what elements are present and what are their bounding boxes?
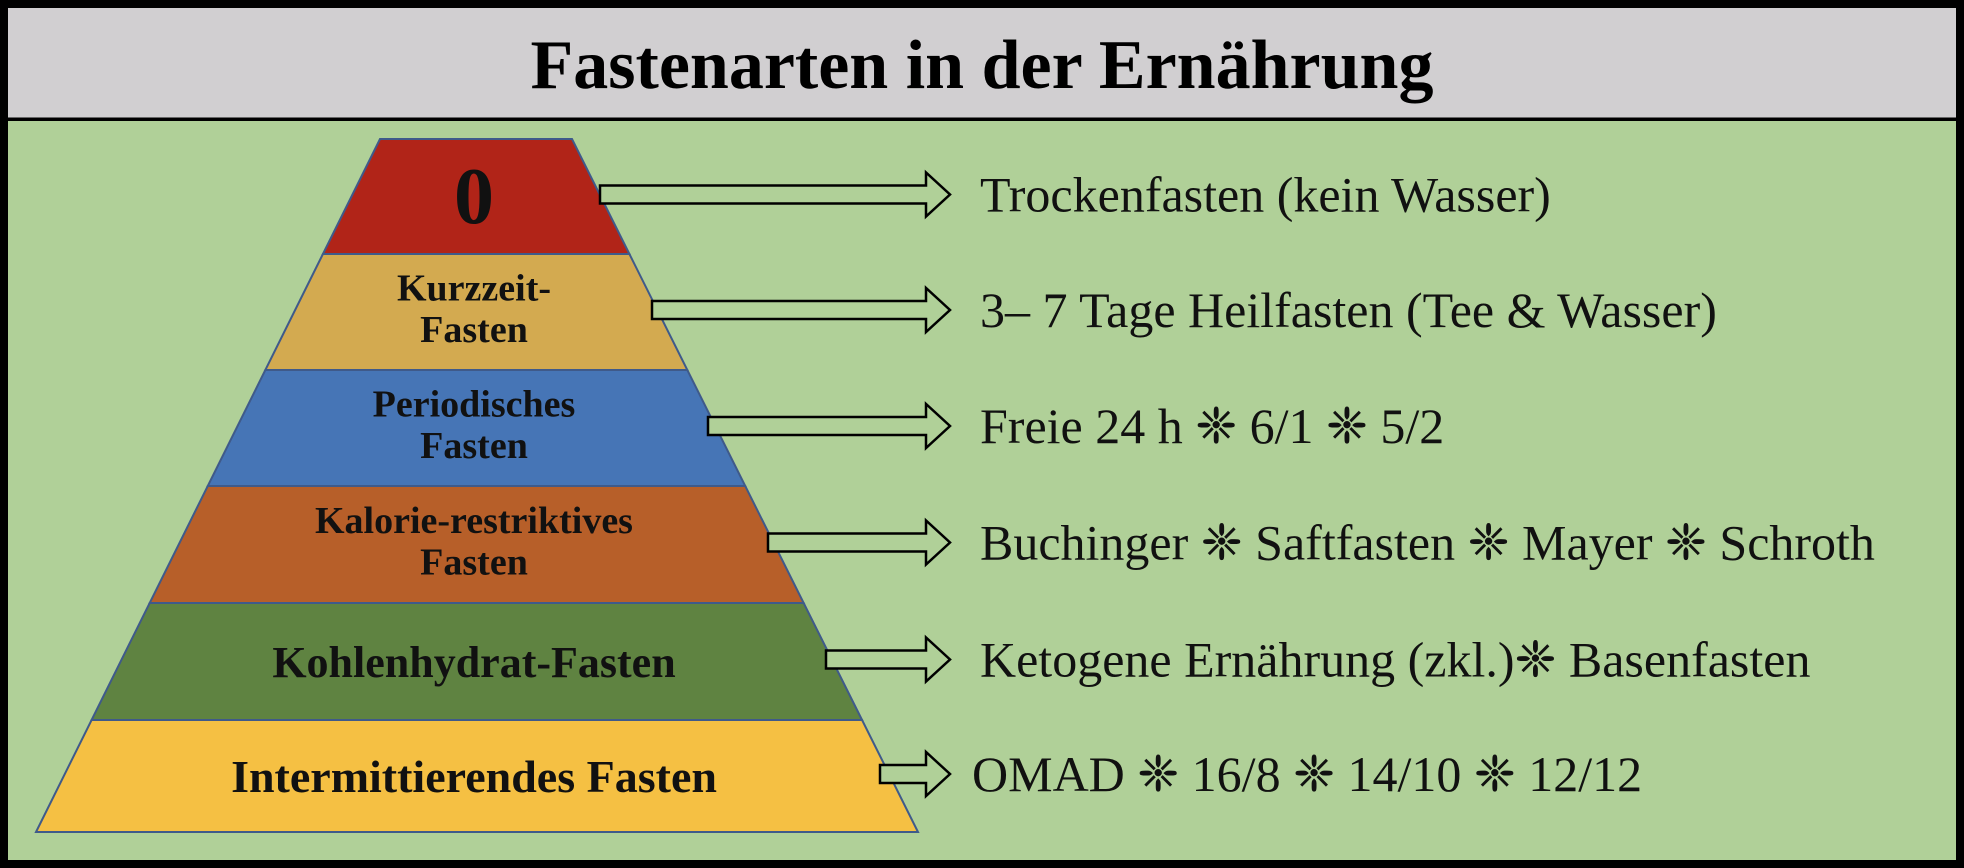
arrow-right-icon: [650, 285, 952, 335]
pyramid-level-label: Kurzzeit-: [397, 267, 551, 309]
pyramid-level-label: Fasten: [420, 425, 528, 467]
pyramid-level-band: [34, 719, 920, 833]
level-description: Buchinger ❈ Saftfasten ❈ Mayer ❈ Schroth: [980, 515, 1875, 571]
level-description: Trockenfasten (kein Wasser): [980, 167, 1551, 223]
arrow-right-icon: [598, 169, 952, 220]
arrows: [598, 169, 952, 799]
pyramid-level: 0: [321, 138, 632, 255]
pyramid-level-label: 0: [454, 153, 494, 241]
level-description: 3– 7 Tage Heilfasten (Tee & Wasser): [980, 282, 1717, 338]
level-description: Freie 24 h ❈ 6/1 ❈ 5/2: [980, 398, 1444, 454]
pyramid: 0Kurzzeit-FastenPeriodischesFastenKalori…: [34, 138, 920, 833]
pyramid-level-label: Kalorie-restriktives: [315, 500, 633, 542]
arrow-right-icon: [824, 634, 952, 685]
descriptions: Trockenfasten (kein Wasser) 3– 7 Tage Hei…: [972, 167, 1875, 803]
pyramid-level-label: Kohlenhydrat-Fasten: [272, 638, 675, 687]
pyramid-level-label: Intermittierendes Fasten: [231, 751, 717, 802]
arrow-right-icon: [878, 749, 952, 799]
arrow-right-icon: [766, 517, 952, 568]
level-description: OMAD ❈ 16/8 ❈ 14/10 ❈ 12/12: [972, 746, 1642, 802]
level-description: Ketogene Ernährung (zkl.)❈ Basenfasten: [980, 632, 1810, 688]
pyramid-level: Intermittierendes Fasten: [34, 719, 920, 833]
page-title: Fastenarten in der Ernährung: [531, 27, 1434, 104]
pyramid-level: Kohlenhydrat-Fasten: [89, 602, 864, 721]
arrow-right-icon: [706, 401, 952, 451]
pyramid-level-label: Periodisches: [373, 383, 576, 425]
pyramid-level-label: Fasten: [420, 309, 528, 351]
pyramid-level-label: Fasten: [420, 542, 528, 584]
pyramid-level: Kurzzeit-Fasten: [263, 253, 689, 371]
header-bar: [8, 8, 1956, 118]
